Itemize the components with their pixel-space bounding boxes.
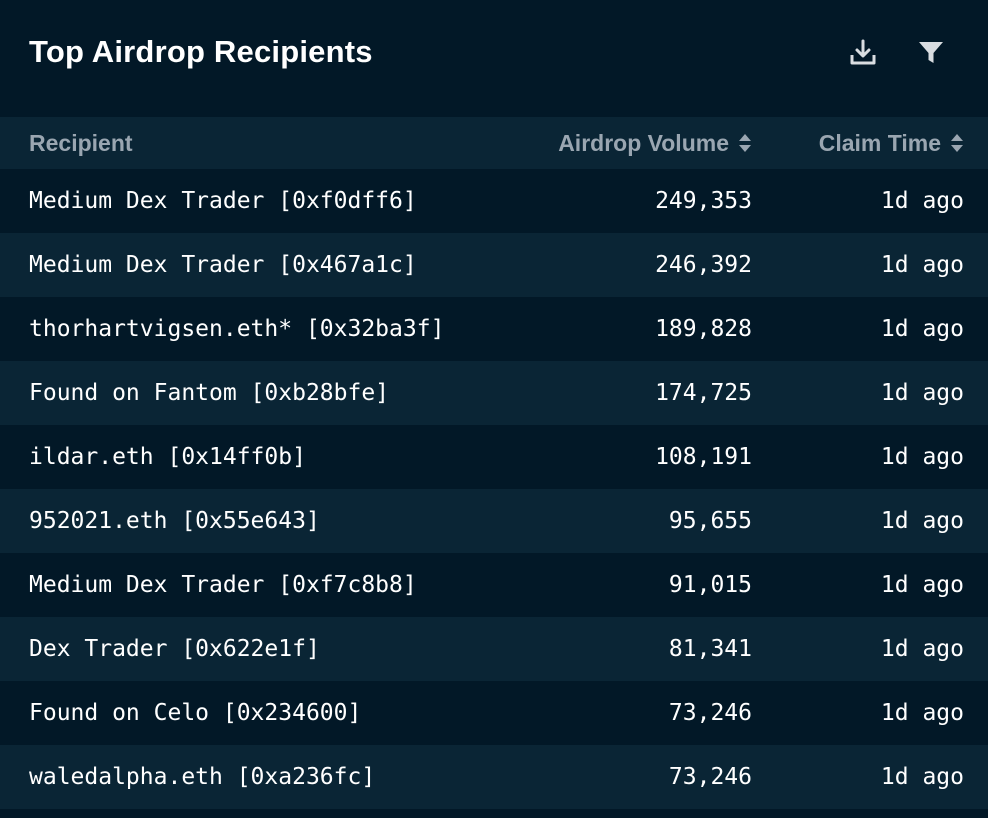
table-row[interactable]: Found on Fantom [0xb28bfe] 174,725 1d ag… xyxy=(0,361,988,425)
column-header-recipient: Recipient xyxy=(29,129,133,156)
table-row[interactable]: Medium Dex Trader [0xf0dff6] 249,353 1d … xyxy=(0,169,988,233)
sort-icon xyxy=(739,134,751,152)
recipient-cell: Medium Dex Trader [0x467a1c] xyxy=(29,252,417,278)
sort-icon xyxy=(951,134,963,152)
recipient-cell: Found on Celo [0x234600] xyxy=(29,700,362,726)
claim-time-cell: 1d ago xyxy=(880,252,964,278)
table-row[interactable]: 952021.eth [0x55e643] 95,655 1d ago xyxy=(0,489,988,553)
recipient-cell: ildar.eth [0x14ff0b] xyxy=(29,444,306,470)
recipient-cell: Dex Trader [0x622e1f] xyxy=(29,636,320,662)
recipient-cell: Medium Dex Trader [0xf7c8b8] xyxy=(29,572,417,598)
claim-time-cell: 1d ago xyxy=(880,700,964,726)
table-row[interactable]: waledalpha.eth [0xa236fc] 73,246 1d ago xyxy=(0,745,988,809)
airdrop-volume-cell: 73,246 xyxy=(668,764,752,790)
recipient-cell: Found on Fantom [0xb28bfe] xyxy=(29,380,390,406)
airdrop-volume-cell: 189,828 xyxy=(655,316,752,342)
table-row[interactable]: Dex Trader [0x622e1f] 81,341 1d ago xyxy=(0,617,988,681)
panel-header: Top Airdrop Recipients xyxy=(0,0,988,108)
claim-time-cell: 1d ago xyxy=(880,636,964,662)
table-header: Recipient Airdrop Volume Claim Time xyxy=(0,117,988,169)
claim-time-cell: 1d ago xyxy=(880,380,964,406)
airdrop-volume-cell: 174,725 xyxy=(655,380,752,406)
claim-time-cell: 1d ago xyxy=(880,444,964,470)
airdrop-volume-cell: 246,392 xyxy=(655,252,752,278)
table-row[interactable]: Medium Dex Trader [0xf7c8b8] 91,015 1d a… xyxy=(0,553,988,617)
claim-time-cell: 1d ago xyxy=(880,508,964,534)
download-icon xyxy=(850,39,876,65)
table-row[interactable]: Found on Celo [0x234600] 73,246 1d ago xyxy=(0,681,988,745)
claim-time-cell: 1d ago xyxy=(880,316,964,342)
recipient-cell: waledalpha.eth [0xa236fc] xyxy=(29,764,376,790)
table-body: Medium Dex Trader [0xf0dff6] 249,353 1d … xyxy=(0,169,988,809)
claim-time-cell: 1d ago xyxy=(880,572,964,598)
airdrop-volume-cell: 95,655 xyxy=(668,508,752,534)
claim-time-cell: 1d ago xyxy=(880,188,964,214)
airdrop-volume-cell: 73,246 xyxy=(668,700,752,726)
airdrop-volume-cell: 91,015 xyxy=(668,572,752,598)
panel-title: Top Airdrop Recipients xyxy=(29,34,373,69)
filter-button[interactable] xyxy=(914,36,948,70)
recipient-cell: Medium Dex Trader [0xf0dff6] xyxy=(29,188,417,214)
filter-icon xyxy=(919,42,943,63)
claim-time-cell: 1d ago xyxy=(880,764,964,790)
column-header-airdrop-volume[interactable]: Airdrop Volume xyxy=(558,117,754,169)
recipient-cell: thorhartvigsen.eth* [0x32ba3f] xyxy=(29,316,445,342)
column-header-claim-time[interactable]: Claim Time xyxy=(819,117,966,169)
table-row[interactable]: thorhartvigsen.eth* [0x32ba3f] 189,828 1… xyxy=(0,297,988,361)
table-row[interactable]: ildar.eth [0x14ff0b] 108,191 1d ago xyxy=(0,425,988,489)
airdrop-volume-cell: 249,353 xyxy=(655,188,752,214)
download-button[interactable] xyxy=(846,36,880,70)
airdrop-volume-cell: 81,341 xyxy=(668,636,752,662)
recipient-cell: 952021.eth [0x55e643] xyxy=(29,508,320,534)
airdrop-volume-cell: 108,191 xyxy=(655,444,752,470)
recipients-table: Recipient Airdrop Volume Claim Time Medi… xyxy=(0,117,988,809)
table-row[interactable]: Medium Dex Trader [0x467a1c] 246,392 1d … xyxy=(0,233,988,297)
